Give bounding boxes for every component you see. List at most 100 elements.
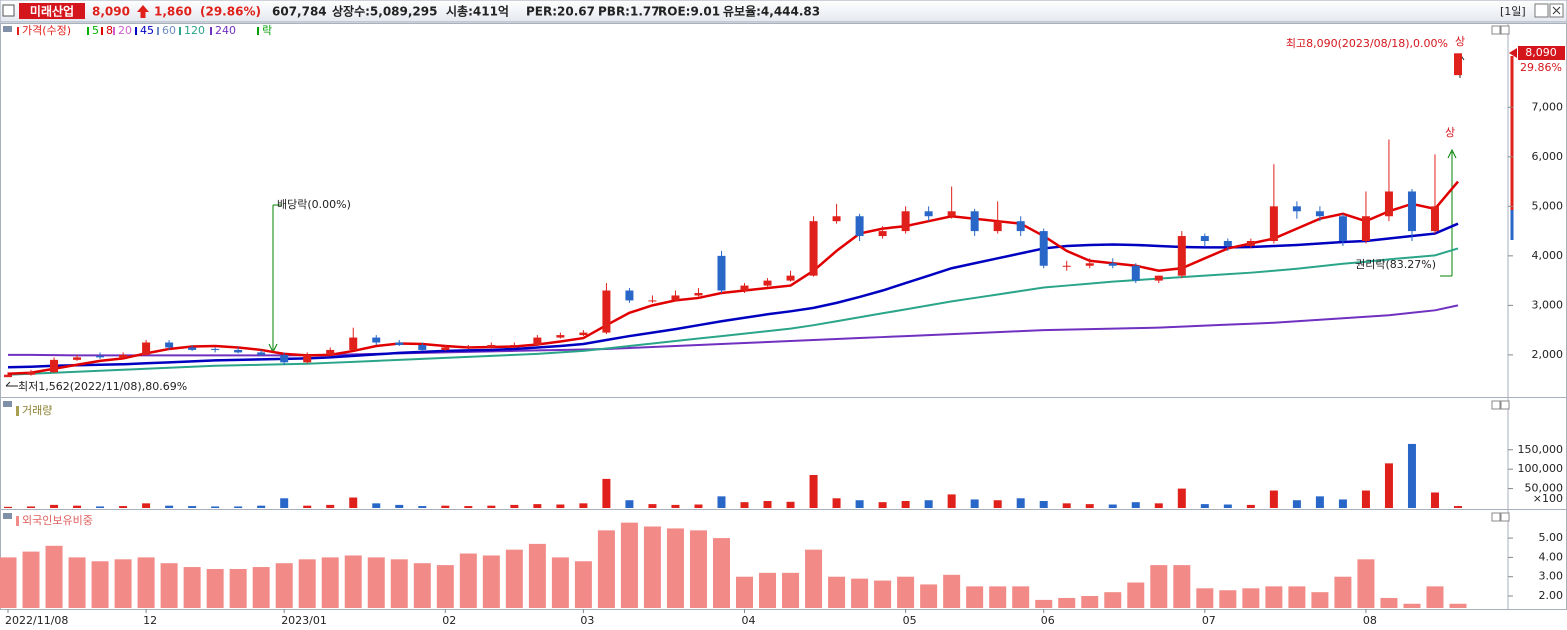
ma-line bbox=[7, 180, 1459, 375]
legend-swatch bbox=[17, 27, 19, 35]
candle-body bbox=[1361, 216, 1370, 241]
bar bbox=[50, 504, 59, 508]
bar bbox=[740, 502, 749, 508]
bar bbox=[1062, 503, 1071, 508]
bar bbox=[1449, 603, 1467, 608]
y-tick-label: 2,000 bbox=[1532, 348, 1564, 361]
bar bbox=[1016, 498, 1025, 508]
bar bbox=[1150, 565, 1168, 608]
legend-label: 8 bbox=[106, 24, 113, 37]
bar bbox=[482, 555, 500, 608]
bar bbox=[4, 506, 12, 508]
candle-body bbox=[579, 332, 588, 336]
pane-close[interactable] bbox=[1500, 25, 1510, 35]
header-bar bbox=[0, 0, 1567, 23]
bar bbox=[970, 499, 979, 508]
legend-label: 45 bbox=[140, 24, 154, 37]
bar bbox=[229, 568, 247, 608]
unit-label: ×100 bbox=[1533, 492, 1563, 505]
up-arrow bbox=[137, 5, 149, 18]
bar bbox=[1058, 597, 1076, 608]
pane-min[interactable] bbox=[1491, 400, 1501, 410]
bar bbox=[280, 498, 289, 508]
annotation: 최저1,562(2022/11/08),80.69% bbox=[18, 380, 187, 393]
last-price: 8,090 bbox=[1525, 46, 1557, 59]
candle-body bbox=[809, 221, 818, 276]
bar bbox=[188, 506, 197, 508]
bar bbox=[1315, 496, 1324, 508]
legend-swatch bbox=[113, 27, 115, 35]
candle-body bbox=[786, 275, 795, 281]
bar bbox=[1196, 588, 1214, 608]
y-tick-label: 100,000 bbox=[1518, 462, 1564, 475]
bar bbox=[1154, 503, 1163, 508]
candle-body bbox=[1292, 206, 1301, 212]
pane-min[interactable] bbox=[1491, 25, 1501, 35]
x-tick-label: 07 bbox=[1202, 614, 1216, 627]
x-tick-label: 06 bbox=[1041, 614, 1055, 627]
pane-close[interactable] bbox=[1500, 400, 1510, 410]
x-tick-label: 2022/11/08 bbox=[5, 614, 68, 627]
pane-min[interactable] bbox=[1491, 512, 1501, 522]
bar bbox=[390, 559, 408, 608]
bar bbox=[574, 561, 592, 608]
bar bbox=[183, 567, 201, 608]
bar bbox=[966, 586, 984, 608]
candle-body bbox=[142, 342, 151, 355]
bar bbox=[1384, 463, 1393, 508]
restore-button[interactable] bbox=[1534, 3, 1549, 18]
candle-body bbox=[717, 255, 726, 291]
bar bbox=[947, 494, 956, 508]
legend-label: 60 bbox=[162, 24, 176, 37]
candle-body bbox=[165, 342, 174, 348]
candle-body bbox=[4, 374, 12, 378]
checkbox[interactable] bbox=[2, 4, 15, 17]
bar bbox=[805, 549, 823, 608]
candle-body bbox=[96, 355, 105, 358]
candle-body bbox=[1223, 240, 1232, 246]
candle-body bbox=[1269, 206, 1278, 241]
bar bbox=[828, 576, 846, 608]
close-icon bbox=[1552, 6, 1561, 15]
candle-body bbox=[533, 337, 542, 345]
frame bbox=[0, 23, 1567, 610]
dividend-marker bbox=[268, 204, 282, 354]
bar bbox=[1361, 490, 1370, 508]
period[interactable]: [1일] bbox=[1500, 4, 1526, 18]
bar bbox=[989, 586, 1007, 608]
bar bbox=[418, 506, 427, 508]
bar bbox=[920, 584, 938, 608]
candle-body bbox=[464, 347, 473, 349]
candle-body bbox=[441, 347, 450, 350]
reserve: 유보율:4,444.83 bbox=[723, 5, 820, 19]
bar bbox=[1269, 490, 1278, 508]
candle-body bbox=[1154, 275, 1163, 281]
legend-swatch bbox=[257, 27, 259, 35]
pane-close[interactable] bbox=[1500, 512, 1510, 522]
bar bbox=[211, 506, 220, 508]
bar bbox=[1242, 588, 1260, 608]
candle-body bbox=[947, 211, 956, 217]
y-tick-label: 6,000 bbox=[1532, 150, 1564, 163]
bar bbox=[257, 505, 266, 508]
bar bbox=[160, 563, 178, 608]
bar bbox=[924, 500, 933, 508]
market-cap: 시총:411억 bbox=[446, 4, 509, 19]
y-tick-label: 4.00 bbox=[1539, 550, 1564, 563]
bar bbox=[22, 551, 40, 608]
bar bbox=[27, 506, 36, 508]
bar bbox=[1131, 502, 1140, 508]
bar bbox=[855, 500, 864, 508]
legend-label: 20 bbox=[118, 24, 132, 37]
bar bbox=[1200, 504, 1209, 508]
annotation: 최고8,090(2023/08/18),0.00% bbox=[1286, 37, 1448, 50]
volume: 607,784 bbox=[272, 5, 327, 19]
per: PER:20.67 bbox=[526, 5, 595, 19]
bar bbox=[1334, 576, 1352, 608]
bar bbox=[1223, 504, 1232, 508]
bar bbox=[1173, 565, 1191, 608]
bar bbox=[943, 574, 961, 608]
bar bbox=[413, 563, 431, 608]
candle-body bbox=[188, 347, 197, 350]
